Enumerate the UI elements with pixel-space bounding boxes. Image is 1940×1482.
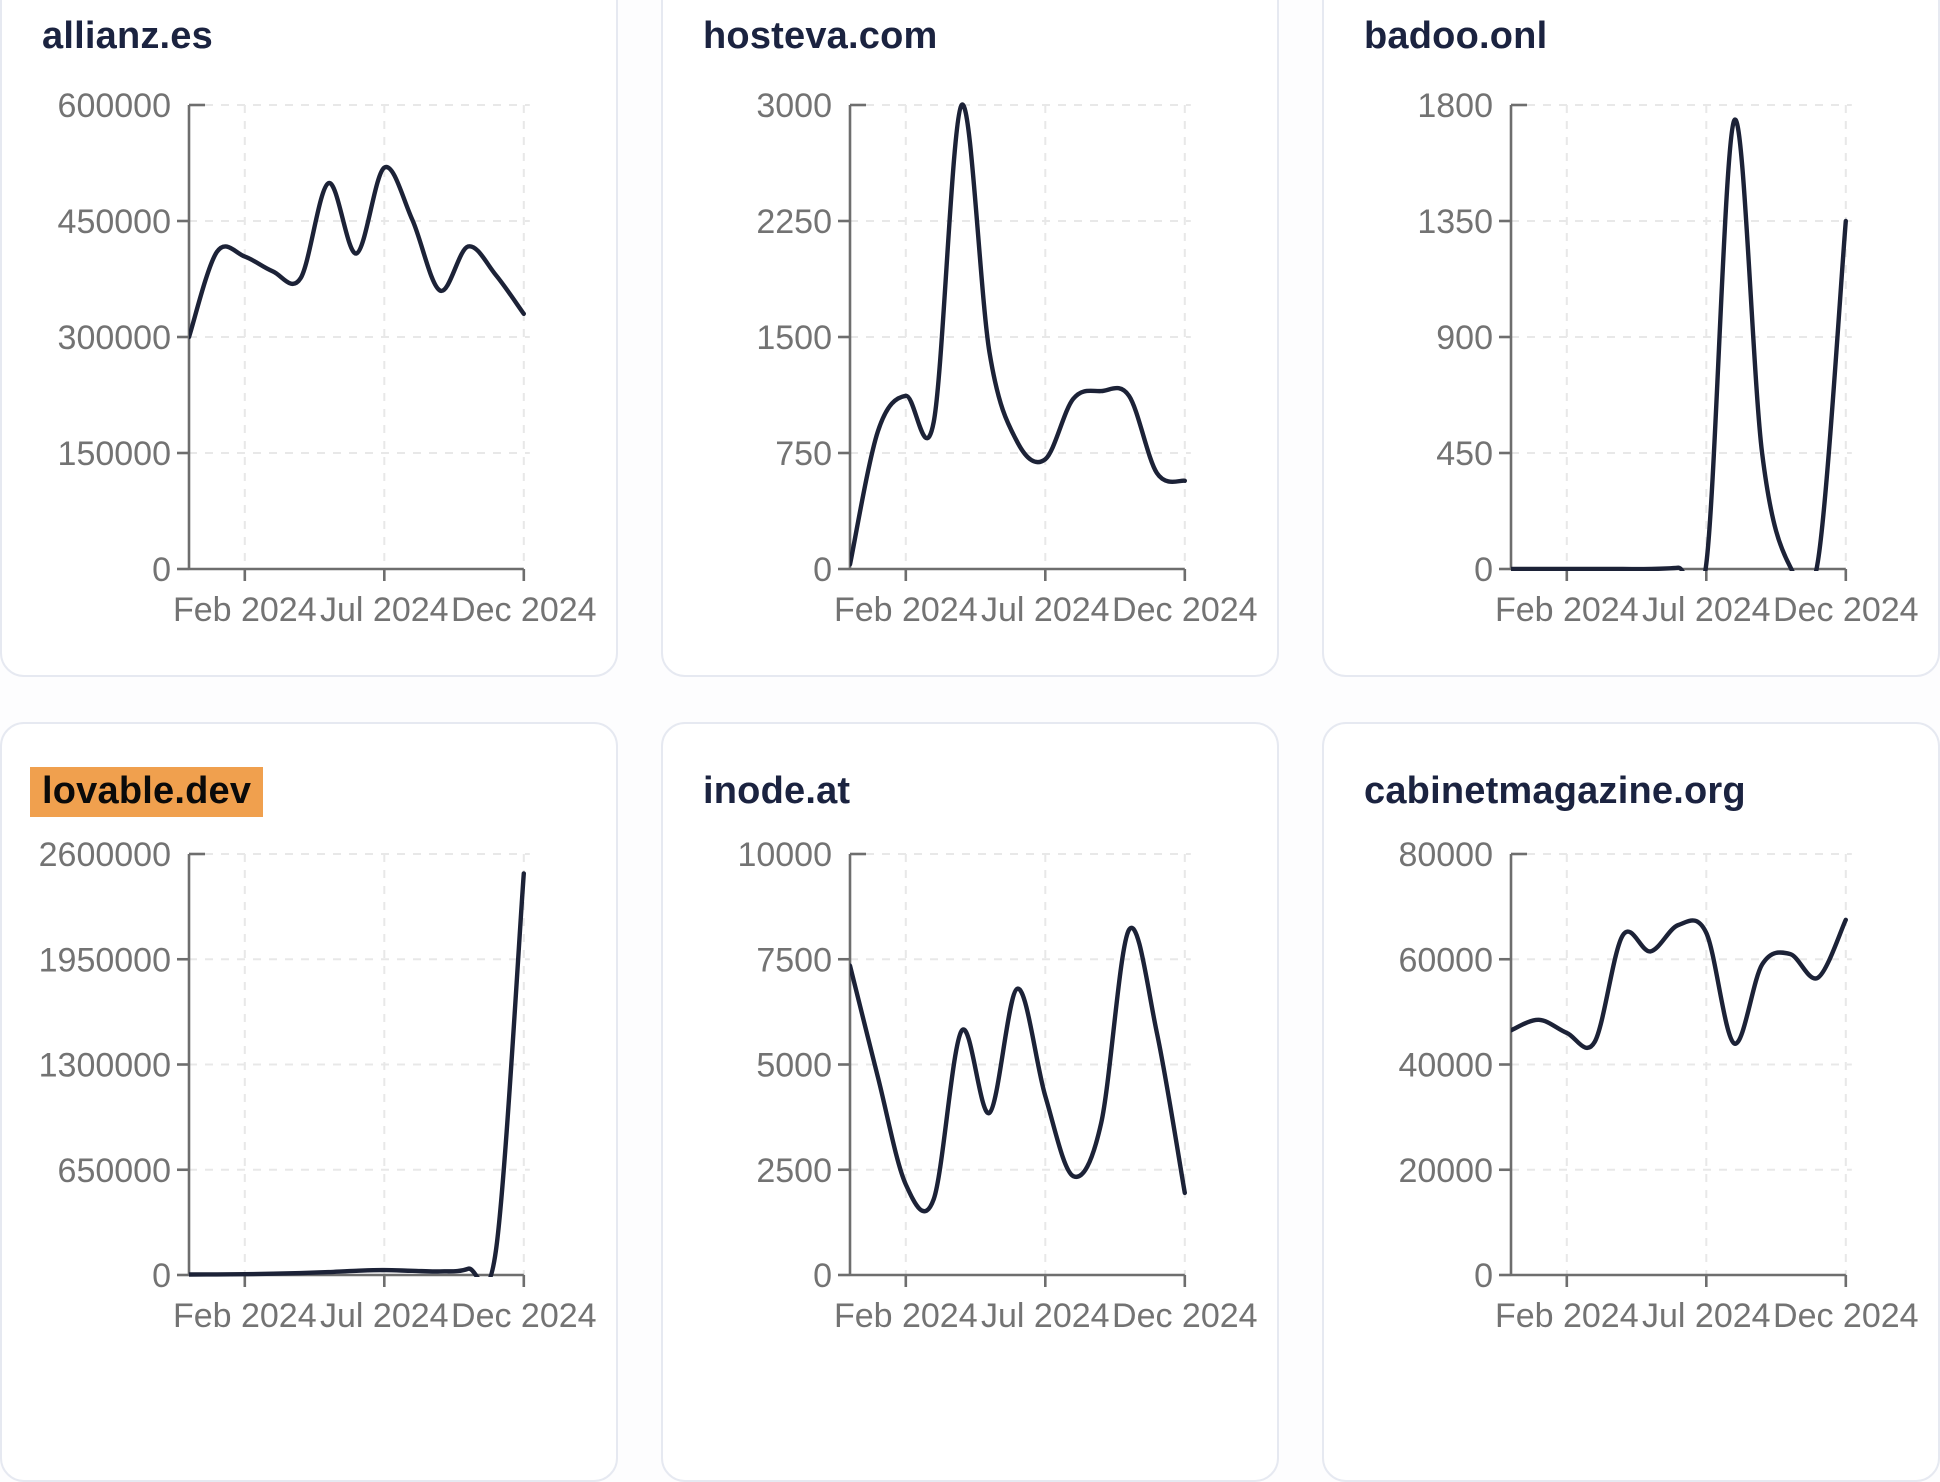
y-axis-tick-label: 0 [1474,1257,1493,1295]
chart-title: hosteva.com [703,15,938,57]
x-axis-tick-label: Jul 2024 [320,1297,449,1335]
y-axis-tick-labels: 0 20000 40000 60000 80000 [1398,836,1493,1295]
highlighted-title: lovable.dev [30,767,264,817]
x-axis-tick-label: Dec 2024 [1112,591,1258,629]
x-axis-tick-label: Dec 2024 [1773,1297,1919,1335]
axes [838,852,1187,1287]
line-chart: 0 450 900 1350 1800 Feb 2024 Jul 2024 Dec 2024 [1417,87,1919,629]
y-axis-tick-label: 2250 [756,203,832,241]
y-axis-tick-label: 1950000 [39,941,171,979]
chart-card[interactable]: allianz.es 0 150000 300000 450000 600000 Feb … [0,0,618,677]
y-axis-tick-labels: 0 750 1500 2250 3000 [756,87,832,589]
y-axis-tick-labels: 0 450 900 1350 1800 [1417,87,1493,589]
y-axis-tick-label: 750 [775,435,832,473]
y-axis-tick-label: 650000 [58,1152,171,1190]
x-axis-tick-label: Jul 2024 [1642,1297,1771,1335]
y-axis-tick-label: 300000 [58,319,171,357]
line-chart: 0 150000 300000 450000 600000 Feb 2024 Jul 202… [58,87,597,629]
y-axis-tick-labels: 0 2500 5000 7500 10000 [737,836,832,1295]
line-chart: 0 20000 40000 60000 80000 Feb 2024 Jul 2024 Dec… [1398,836,1919,1335]
y-axis-tick-label: 0 [152,1257,171,1295]
y-axis-tick-label: 1350 [1417,203,1493,241]
x-axis-tick-label: Feb 2024 [834,1297,978,1335]
x-axis-tick-label: Feb 2024 [173,591,317,629]
gridlines [850,104,1191,569]
chart-title: lovable.dev [30,767,264,817]
y-axis-tick-label: 900 [1436,319,1493,357]
y-axis-tick-label: 150000 [58,435,171,473]
x-axis-tick-label: Jul 2024 [981,591,1110,629]
chart-card[interactable]: lovable.dev 0 650000 1300000 1950000 2600000… [0,722,618,1482]
x-axis-tick-label: Dec 2024 [1773,591,1919,629]
chart-card[interactable]: badoo.onl 0 450 900 1350 1800 Feb 2024 Jul 202… [1322,0,1940,677]
gridlines [1511,853,1852,1275]
y-axis-tick-label: 20000 [1398,1152,1493,1190]
series-line [1511,917,1848,1051]
gridlines [189,104,530,569]
x-axis-tick-labels: Feb 2024 Jul 2024 Dec 2024 [834,1297,1258,1335]
chart-title: inode.at [703,770,851,812]
x-axis-tick-labels: Feb 2024 Jul 2024 Dec 2024 [834,591,1258,629]
y-axis-tick-label: 1500 [756,319,832,357]
series-line [850,925,1187,1214]
gridlines [1511,104,1852,569]
x-axis-tick-labels: Feb 2024 Jul 2024 Dec 2024 [1495,1297,1919,1335]
x-axis-tick-label: Jul 2024 [1642,591,1771,629]
chart-card[interactable]: hosteva.com 0 750 1500 2250 3000 Feb 2024 Jul … [661,0,1279,677]
axes [1499,852,1848,1287]
gridlines [189,853,530,1275]
y-axis-tick-label: 0 [813,1257,832,1295]
y-axis-tick-label: 600000 [58,87,171,125]
x-axis-tick-label: Feb 2024 [173,1297,317,1335]
y-axis-tick-label: 80000 [1398,836,1493,874]
axes [1499,103,1848,581]
chart-title: allianz.es [42,15,213,57]
y-axis-tick-label: 450000 [58,203,171,241]
y-axis-tick-label: 10000 [737,836,832,874]
x-axis-tick-labels: Feb 2024 Jul 2024 Dec 2024 [1495,591,1919,629]
x-axis-tick-label: Feb 2024 [834,591,978,629]
series-line [1511,117,1848,571]
x-axis-tick-label: Feb 2024 [1495,591,1639,629]
line-chart: 0 750 1500 2250 3000 Feb 2024 Jul 2024 Dec 2024 [756,87,1258,629]
line-chart: 0 650000 1300000 1950000 2600000 Feb 2024 Jul … [39,836,597,1335]
chart-title: badoo.onl [1364,15,1548,57]
series-line [850,102,1187,567]
y-axis-tick-label: 1800 [1417,87,1493,125]
axes [177,852,526,1287]
y-axis-tick-label: 2600000 [39,836,171,874]
y-axis-tick-label: 450 [1436,435,1493,473]
x-axis-tick-label: Jul 2024 [320,591,449,629]
y-axis-tick-label: 7500 [756,941,832,979]
y-axis-tick-label: 0 [813,551,832,589]
chart-title: cabinetmagazine.org [1364,770,1746,812]
x-axis-tick-label: Dec 2024 [451,591,597,629]
gridlines [850,853,1191,1275]
axes [177,103,526,581]
series-line [189,165,526,340]
x-axis-tick-label: Feb 2024 [1495,1297,1639,1335]
y-axis-tick-label: 1300000 [39,1047,171,1085]
x-axis-tick-label: Dec 2024 [451,1297,597,1335]
y-axis-tick-labels: 0 650000 1300000 1950000 2600000 [39,836,171,1295]
x-axis-tick-labels: Feb 2024 Jul 2024 Dec 2024 [173,591,597,629]
x-axis-tick-label: Dec 2024 [1112,1297,1258,1335]
y-axis-tick-label: 0 [1474,551,1493,589]
axes [838,103,1187,581]
y-axis-tick-label: 2500 [756,1152,832,1190]
line-chart: 0 2500 5000 7500 10000 Feb 2024 Jul 2024 Dec 20… [737,836,1258,1335]
y-axis-tick-label: 0 [152,551,171,589]
x-axis-tick-label: Jul 2024 [981,1297,1110,1335]
series-line [189,871,526,1277]
y-axis-tick-label: 3000 [756,87,832,125]
chart-card[interactable]: cabinetmagazine.org 0 20000 40000 60000 8000… [1322,722,1940,1482]
y-axis-tick-label: 5000 [756,1047,832,1085]
y-axis-tick-label: 60000 [1398,941,1493,979]
x-axis-tick-labels: Feb 2024 Jul 2024 Dec 2024 [173,1297,597,1335]
y-axis-tick-labels: 0 150000 300000 450000 600000 [58,87,171,589]
chart-card[interactable]: inode.at 0 2500 5000 7500 10000 Feb 2024 Jul 2… [661,722,1279,1482]
y-axis-tick-label: 40000 [1398,1047,1493,1085]
